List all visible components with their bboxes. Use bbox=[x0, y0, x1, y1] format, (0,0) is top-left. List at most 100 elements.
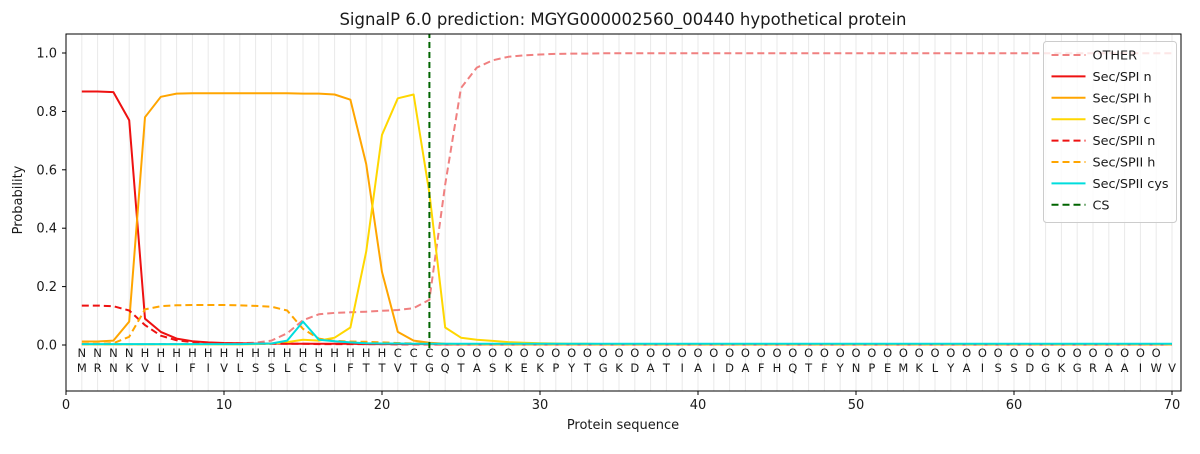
residue-letter: S bbox=[268, 361, 275, 375]
region-label: H bbox=[235, 346, 244, 360]
y-tick-label: 0.0 bbox=[36, 339, 57, 354]
residue-letter: M bbox=[77, 361, 87, 375]
region-label: O bbox=[962, 346, 971, 360]
residue-letter: R bbox=[94, 361, 102, 375]
region-label: N bbox=[109, 346, 118, 360]
region-label: O bbox=[946, 346, 955, 360]
series-line-sec-spi-h bbox=[81, 92, 1172, 346]
region-label: N bbox=[125, 346, 134, 360]
residue-letter: I bbox=[712, 361, 715, 375]
residue-letter: H bbox=[773, 361, 782, 375]
region-label: O bbox=[1041, 346, 1050, 360]
y-tick-label: 0.6 bbox=[36, 163, 57, 178]
series-line-sec-spii-cys bbox=[81, 320, 1172, 346]
region-label: O bbox=[930, 346, 939, 360]
region-label: H bbox=[283, 346, 292, 360]
region-label: O bbox=[520, 346, 529, 360]
gridlines bbox=[81, 34, 1173, 391]
residue-letter: E bbox=[521, 361, 528, 375]
region-label: O bbox=[820, 346, 829, 360]
residue-letter: S bbox=[995, 361, 1002, 375]
residue-letter: G bbox=[1073, 361, 1082, 375]
residue-letter: L bbox=[932, 361, 939, 375]
region-label: H bbox=[267, 346, 276, 360]
region-label: O bbox=[757, 346, 766, 360]
y-tick-label: 0.4 bbox=[36, 222, 57, 237]
residue-letter: I bbox=[981, 361, 984, 375]
region-label: O bbox=[1152, 346, 1161, 360]
region-label: O bbox=[1057, 346, 1066, 360]
region-label: O bbox=[488, 346, 497, 360]
region-label: N bbox=[93, 346, 102, 360]
region-label: O bbox=[836, 346, 845, 360]
y-tick-label: 1.0 bbox=[36, 47, 57, 62]
region-label: O bbox=[788, 346, 797, 360]
residue-letter: K bbox=[915, 361, 923, 375]
probability-series-lines bbox=[81, 34, 1172, 348]
x-tick-label: 60 bbox=[1006, 398, 1023, 413]
series-line-sec-spii-h bbox=[81, 304, 1172, 346]
chart-title: SignalP 6.0 prediction: MGYG000002560_00… bbox=[339, 10, 906, 30]
region-label: O bbox=[899, 346, 908, 360]
residue-letter: S bbox=[315, 361, 322, 375]
residue-letter: Q bbox=[788, 361, 797, 375]
residue-letter: D bbox=[725, 361, 734, 375]
region-label: C bbox=[425, 346, 433, 360]
residue-letter: I bbox=[680, 361, 683, 375]
x-tick-label: 40 bbox=[690, 398, 707, 413]
residue-letter: G bbox=[1041, 361, 1050, 375]
region-label: O bbox=[772, 346, 781, 360]
residue-letter: P bbox=[552, 361, 559, 375]
x-axis-ticks: 0 10 20 30 40 50 60 70 bbox=[62, 391, 1180, 413]
region-label: H bbox=[204, 346, 213, 360]
region-label: N bbox=[77, 346, 86, 360]
region-label: H bbox=[362, 346, 371, 360]
region-label: O bbox=[804, 346, 813, 360]
region-label: O bbox=[725, 346, 734, 360]
region-label: O bbox=[472, 346, 481, 360]
legend-label-sec-spi-c: Sec/SPI c bbox=[1093, 113, 1151, 128]
residue-letter: A bbox=[1105, 361, 1113, 375]
x-tick-label: 70 bbox=[1164, 398, 1181, 413]
residue-letter: S bbox=[489, 361, 496, 375]
region-label: O bbox=[551, 346, 560, 360]
legend-box bbox=[1043, 41, 1177, 223]
region-label: O bbox=[535, 346, 544, 360]
region-label: O bbox=[1073, 346, 1082, 360]
region-label: O bbox=[1009, 346, 1018, 360]
x-tick-label: 50 bbox=[848, 398, 865, 413]
region-label: O bbox=[678, 346, 687, 360]
region-label: O bbox=[741, 346, 750, 360]
x-tick-label: 20 bbox=[374, 398, 391, 413]
residue-letter: L bbox=[237, 361, 244, 375]
region-label: H bbox=[172, 346, 181, 360]
region-label: O bbox=[1025, 346, 1034, 360]
residue-letter: S bbox=[252, 361, 259, 375]
region-label: O bbox=[646, 346, 655, 360]
x-axis-label: Protein sequence bbox=[567, 418, 679, 433]
region-label: O bbox=[978, 346, 987, 360]
y-axis-ticks: 0.0 0.2 0.4 0.6 0.8 1.0 bbox=[36, 47, 66, 354]
residue-letter: T bbox=[804, 361, 813, 375]
residue-letter: Y bbox=[836, 361, 845, 375]
residue-letter: N bbox=[852, 361, 861, 375]
legend-label-sec-spii-cys: Sec/SPII cys bbox=[1093, 177, 1169, 192]
residue-letter: F bbox=[189, 361, 196, 375]
region-label: O bbox=[1088, 346, 1097, 360]
y-tick-label: 0.2 bbox=[36, 280, 57, 295]
residue-letter: K bbox=[1058, 361, 1066, 375]
residue-letter: K bbox=[536, 361, 544, 375]
residue-letter: V bbox=[220, 361, 228, 375]
residue-letter: I bbox=[206, 361, 209, 375]
residue-letter: T bbox=[662, 361, 671, 375]
region-label: H bbox=[299, 346, 308, 360]
residue-letter: Y bbox=[946, 361, 955, 375]
residue-letter: K bbox=[505, 361, 513, 375]
region-label: H bbox=[251, 346, 260, 360]
region-label: O bbox=[883, 346, 892, 360]
residue-letter: K bbox=[125, 361, 133, 375]
region-label: O bbox=[915, 346, 924, 360]
legend-label-other: OTHER bbox=[1093, 49, 1138, 64]
residue-letter: A bbox=[963, 361, 971, 375]
